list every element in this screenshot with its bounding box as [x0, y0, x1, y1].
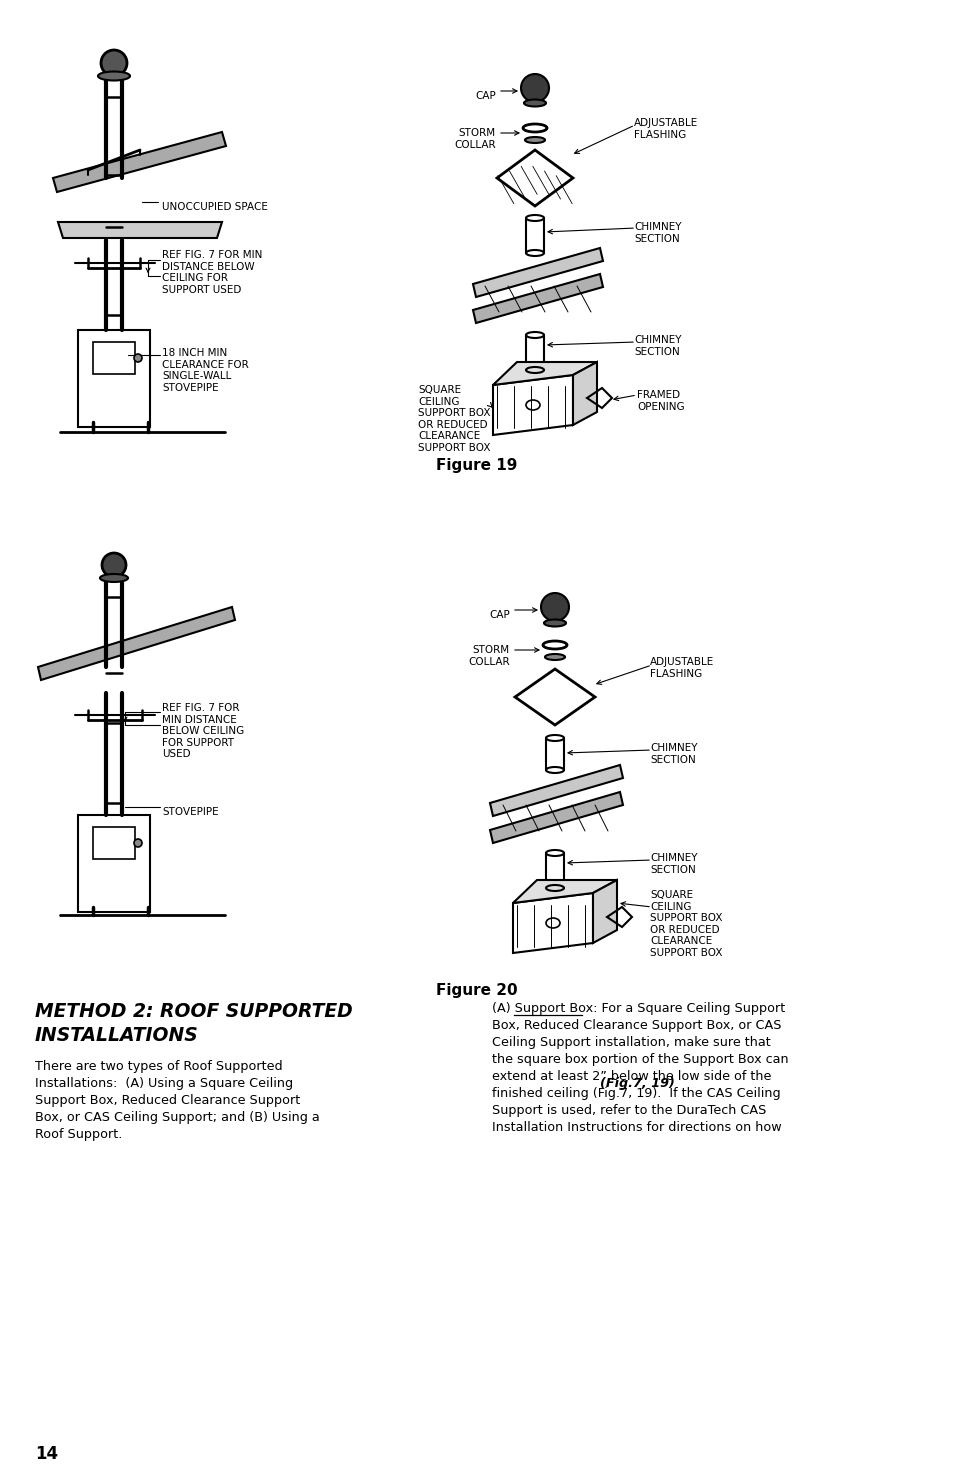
Text: There are two types of Roof Supported
Installations:  (A) Using a Square Ceiling: There are two types of Roof Supported In… [35, 1061, 319, 1142]
Text: Figure 19: Figure 19 [436, 459, 517, 473]
Polygon shape [53, 131, 226, 192]
Polygon shape [513, 892, 593, 953]
Text: STOVEPIPE: STOVEPIPE [162, 807, 218, 817]
Bar [78, 330, 150, 426]
Bar [92, 342, 135, 375]
Text: FRAMED
OPENING: FRAMED OPENING [637, 389, 684, 412]
Bar [92, 827, 135, 858]
Text: CHIMNEY
SECTION: CHIMNEY SECTION [649, 853, 697, 875]
Text: STORM
COLLAR: STORM COLLAR [454, 128, 496, 149]
Text: CAP: CAP [475, 91, 496, 100]
Text: REF FIG. 7 FOR
MIN DISTANCE
BELOW CEILING
FOR SUPPORT
USED: REF FIG. 7 FOR MIN DISTANCE BELOW CEILIN… [162, 704, 244, 760]
Text: (Fig.7, 19): (Fig.7, 19) [599, 1077, 674, 1090]
Ellipse shape [523, 99, 545, 106]
Circle shape [133, 839, 142, 847]
Ellipse shape [98, 71, 130, 81]
Circle shape [101, 50, 127, 77]
Polygon shape [473, 248, 602, 296]
Circle shape [520, 74, 548, 102]
Text: REF FIG. 7 FOR MIN
DISTANCE BELOW
CEILING FOR
SUPPORT USED: REF FIG. 7 FOR MIN DISTANCE BELOW CEILIN… [162, 249, 262, 295]
Text: (A) Support Box: For a Square Ceiling Support
Box, Reduced Clearance Support Box: (A) Support Box: For a Square Ceiling Su… [492, 1002, 788, 1134]
Text: INSTALLATIONS: INSTALLATIONS [35, 1027, 198, 1044]
Ellipse shape [524, 137, 544, 143]
Polygon shape [490, 792, 622, 844]
Bar [78, 816, 150, 912]
Polygon shape [513, 881, 617, 903]
Polygon shape [573, 361, 597, 425]
Text: CAP: CAP [489, 611, 510, 620]
Text: CHIMNEY
SECTION: CHIMNEY SECTION [634, 223, 680, 243]
Ellipse shape [543, 620, 565, 627]
Text: SQUARE
CEILING
SUPPORT BOX
OR REDUCED
CLEARANCE
SUPPORT BOX: SQUARE CEILING SUPPORT BOX OR REDUCED CL… [649, 889, 721, 957]
Text: CHIMNEY
SECTION: CHIMNEY SECTION [649, 743, 697, 764]
Text: CHIMNEY
SECTION: CHIMNEY SECTION [634, 335, 680, 357]
Polygon shape [490, 766, 622, 816]
Polygon shape [38, 608, 234, 680]
Text: 18 INCH MIN
CLEARANCE FOR
SINGLE-WALL
STOVEPIPE: 18 INCH MIN CLEARANCE FOR SINGLE-WALL ST… [162, 348, 249, 392]
Text: Figure 20: Figure 20 [436, 982, 517, 999]
Ellipse shape [544, 653, 564, 659]
Polygon shape [493, 375, 573, 435]
Polygon shape [493, 361, 597, 385]
Text: ADJUSTABLE
FLASHING: ADJUSTABLE FLASHING [634, 118, 698, 140]
Text: UNOCCUPIED SPACE: UNOCCUPIED SPACE [162, 202, 268, 212]
Polygon shape [593, 881, 617, 943]
Text: ADJUSTABLE
FLASHING: ADJUSTABLE FLASHING [649, 656, 714, 678]
Ellipse shape [100, 574, 128, 583]
Polygon shape [473, 274, 602, 323]
Text: STORM
COLLAR: STORM COLLAR [468, 645, 510, 667]
Text: SQUARE
CEILING
SUPPORT BOX
OR REDUCED
CLEARANCE
SUPPORT BOX: SQUARE CEILING SUPPORT BOX OR REDUCED CL… [417, 385, 490, 453]
Circle shape [133, 354, 142, 361]
Text: METHOD 2: ROOF SUPPORTED: METHOD 2: ROOF SUPPORTED [35, 1002, 353, 1021]
Text: 14: 14 [35, 1446, 58, 1463]
Circle shape [102, 553, 126, 577]
Polygon shape [58, 223, 222, 237]
Circle shape [540, 593, 568, 621]
